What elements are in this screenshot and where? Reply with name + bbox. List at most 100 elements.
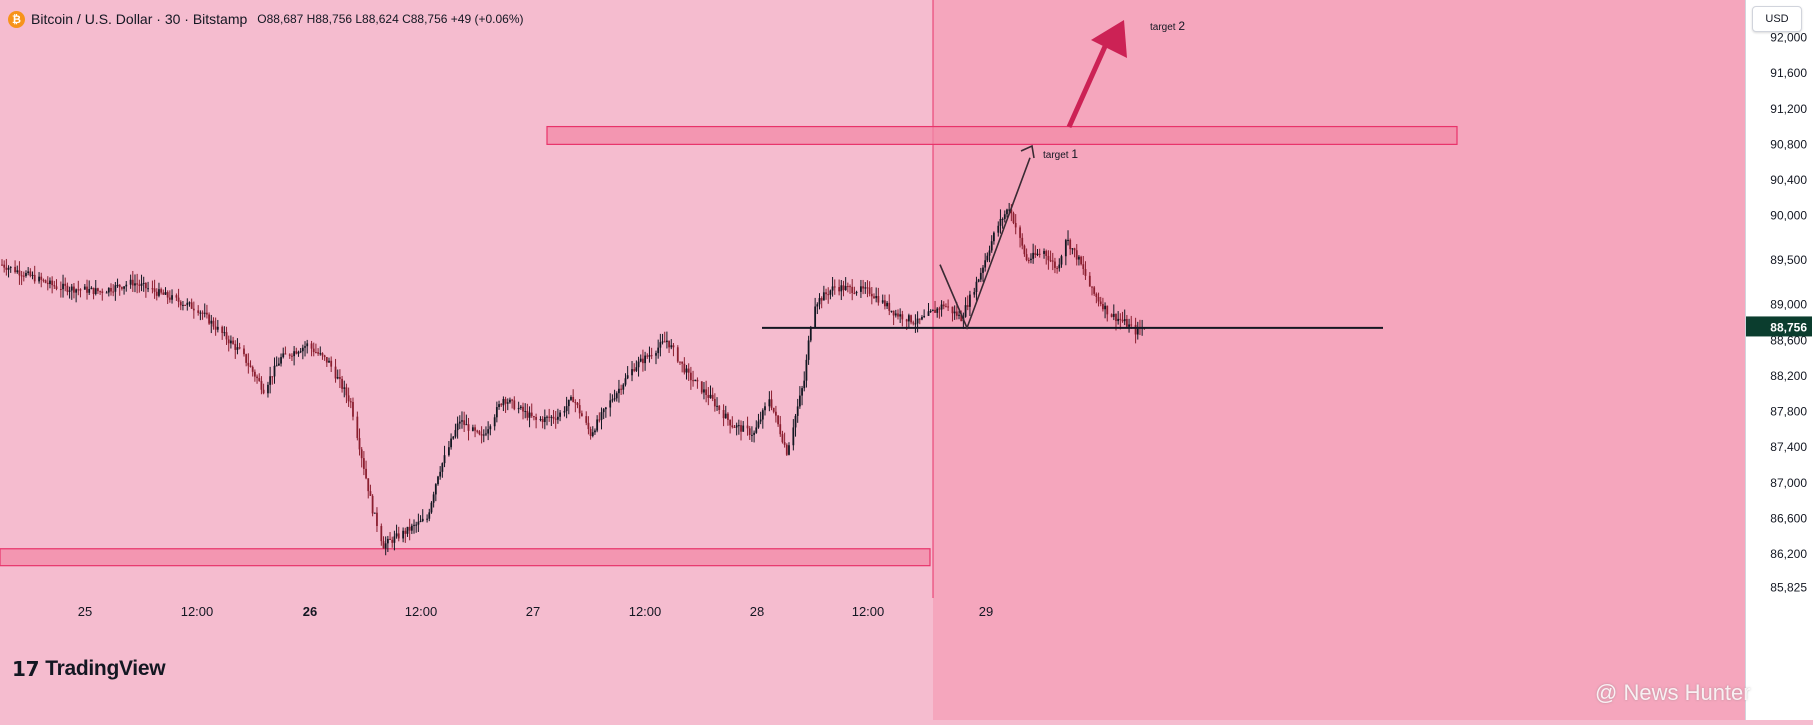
candle[interactable] [585,411,588,426]
candle[interactable] [1117,311,1120,325]
candle[interactable] [622,383,625,395]
candle[interactable] [44,279,47,284]
candle[interactable] [408,518,411,541]
candle[interactable] [977,278,980,283]
candle[interactable] [938,306,941,319]
candle[interactable] [478,430,481,436]
candle[interactable] [421,509,424,523]
candle[interactable] [40,272,43,288]
candle[interactable] [672,342,675,357]
candle[interactable] [816,302,819,315]
candle[interactable] [862,279,864,295]
candle[interactable] [112,284,115,297]
candle[interactable] [123,286,125,295]
candle[interactable] [707,387,710,406]
candle[interactable] [1021,233,1024,250]
candle[interactable] [951,306,954,322]
candle[interactable] [419,515,422,523]
candle[interactable] [77,280,80,296]
candle[interactable] [88,280,91,296]
candle[interactable] [192,301,195,319]
candle[interactable] [825,288,827,300]
candle[interactable] [358,428,361,456]
candle[interactable] [792,419,795,451]
candle[interactable] [580,410,583,417]
candle[interactable] [197,305,200,316]
candle[interactable] [711,387,714,402]
price-axis[interactable]: 92,000 91,600 91,200 90,800 90,400 90,000 89,5… [1745,0,1813,720]
candle[interactable] [206,304,208,319]
candle[interactable] [153,279,156,299]
candle[interactable] [727,412,729,426]
candle[interactable] [495,401,498,423]
candle[interactable] [716,397,718,411]
candle[interactable] [376,507,378,532]
candle[interactable] [731,416,734,429]
candle[interactable] [912,320,915,326]
candle[interactable] [212,317,215,330]
candle[interactable] [253,369,256,382]
candle[interactable] [807,335,810,365]
candle[interactable] [519,405,522,410]
candle[interactable] [513,396,516,411]
candle[interactable] [964,297,967,318]
candle[interactable] [942,301,945,310]
candle[interactable] [1121,311,1124,323]
candle[interactable] [753,430,755,443]
candle[interactable] [565,396,568,419]
candle[interactable] [493,414,496,431]
candle[interactable] [838,279,841,296]
candle[interactable] [918,318,921,325]
candle[interactable] [831,276,834,297]
candle[interactable] [386,535,389,552]
candle[interactable] [681,361,684,373]
candle[interactable] [321,352,324,360]
candle[interactable] [1014,214,1017,235]
candle[interactable] [114,281,117,301]
candle[interactable] [238,342,241,350]
candle[interactable] [777,414,779,427]
candle[interactable] [1088,272,1091,287]
candle[interactable] [1001,217,1004,229]
candle[interactable] [650,347,653,360]
candle[interactable] [9,266,12,273]
candle[interactable] [631,361,633,382]
candle[interactable] [1027,257,1030,264]
candle[interactable] [772,407,775,414]
candle[interactable] [467,417,470,441]
candle[interactable] [458,415,461,430]
candle[interactable] [162,289,165,295]
candle[interactable] [897,309,899,320]
candle[interactable] [179,300,182,311]
candle[interactable] [798,386,801,409]
candle[interactable] [875,287,878,303]
candle[interactable] [463,411,466,432]
candle[interactable] [1069,238,1072,256]
candle[interactable] [694,379,697,382]
candle[interactable] [234,340,237,359]
candle[interactable] [251,365,254,377]
candle[interactable] [188,301,191,307]
candle[interactable] [1080,255,1082,266]
candle[interactable] [456,416,459,439]
candle[interactable] [751,426,753,442]
candle[interactable] [550,415,553,427]
candle[interactable] [260,376,263,395]
candle[interactable] [31,271,34,280]
candle[interactable] [18,261,21,285]
candle[interactable] [644,351,646,371]
candle[interactable] [700,381,703,395]
candle[interactable] [299,348,302,354]
candle[interactable] [646,353,649,359]
candle[interactable] [1119,313,1122,330]
candle[interactable] [33,265,36,284]
candle[interactable] [735,422,738,436]
candle[interactable] [1058,258,1061,272]
candle[interactable] [666,331,668,349]
candle[interactable] [635,360,638,372]
candle[interactable] [979,267,982,283]
candle[interactable] [689,366,692,390]
candle[interactable] [404,527,407,543]
candle[interactable] [668,340,670,353]
candle[interactable] [210,314,213,334]
